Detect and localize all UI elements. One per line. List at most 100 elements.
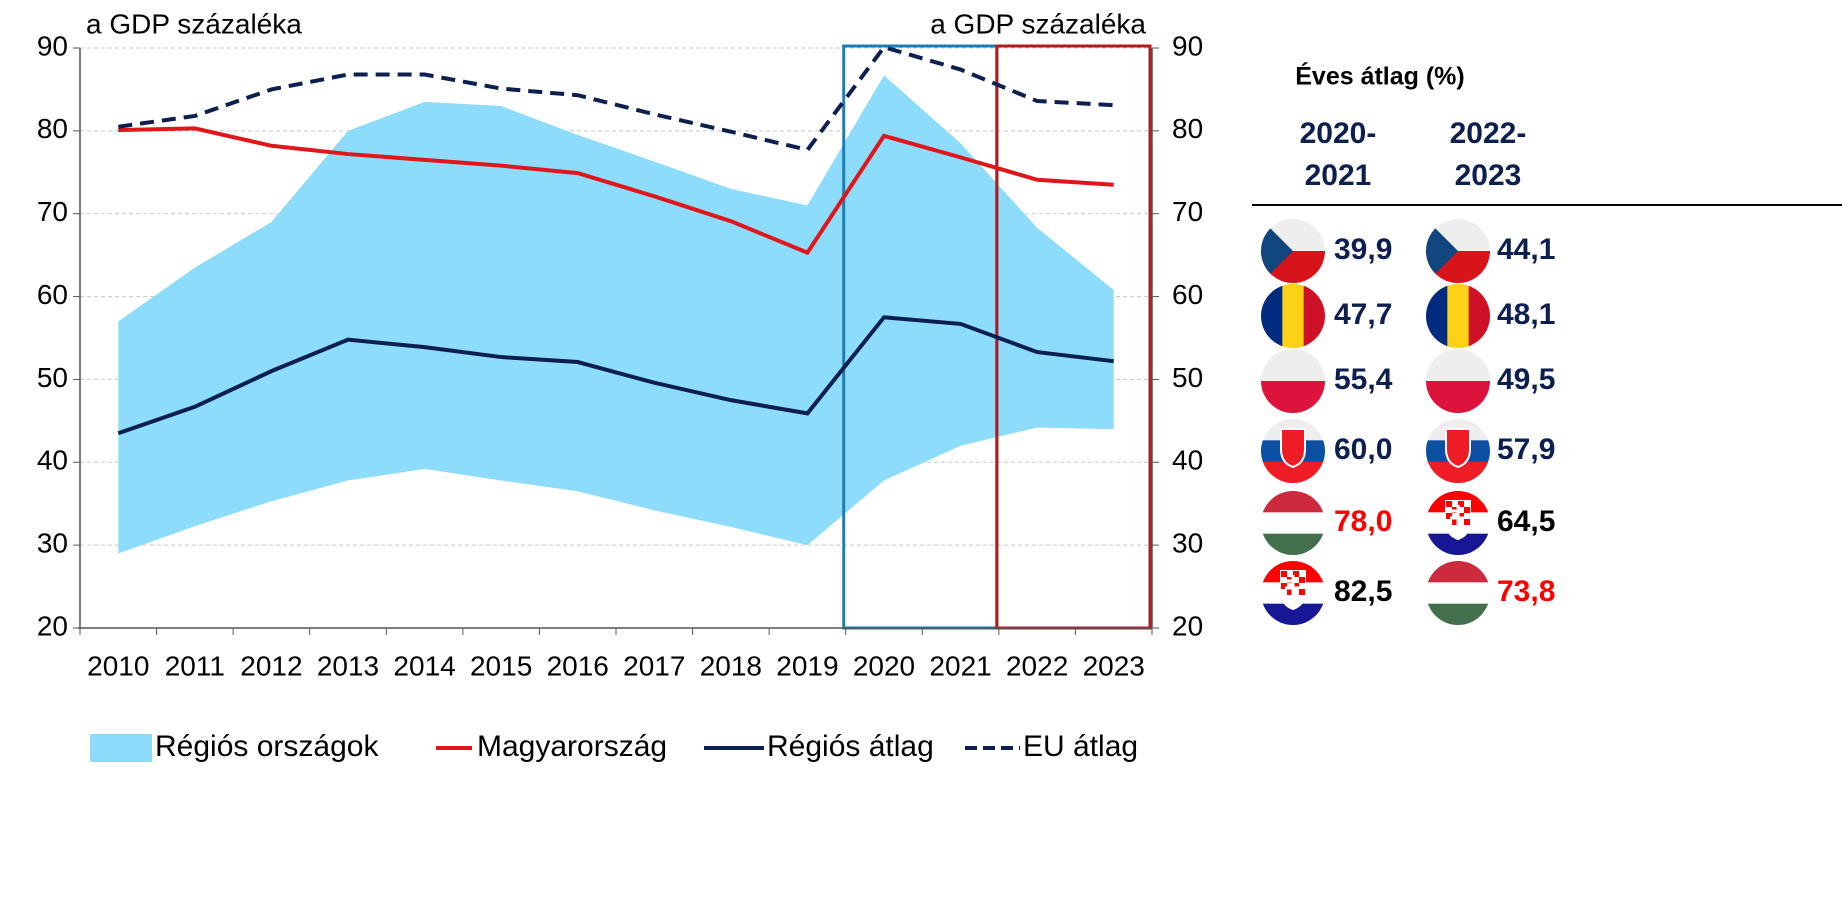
flag <box>1426 219 1490 283</box>
x-tick-label: 2014 <box>393 650 455 681</box>
y-tick-label: 30 <box>37 528 68 559</box>
table-value: 73,8 <box>1497 575 1555 608</box>
table-value: 64,5 <box>1497 505 1555 538</box>
legend-swatch <box>90 734 152 762</box>
stripe <box>1261 533 1325 555</box>
x-tick-label: 2017 <box>623 650 685 681</box>
check <box>1287 589 1293 595</box>
check <box>1299 589 1305 595</box>
triangle <box>1426 219 1458 283</box>
cross <box>1450 505 1466 533</box>
y2-tick-label: 60 <box>1172 279 1203 310</box>
stripe <box>1261 381 1325 413</box>
y-tick-label: 50 <box>37 362 68 393</box>
x-tick-label: 2020 <box>853 650 915 681</box>
stripe <box>1426 461 1490 483</box>
stripe <box>1426 533 1490 555</box>
stripe <box>1261 461 1325 483</box>
stripe <box>1261 491 1325 513</box>
y-tick-label: 80 <box>37 113 68 144</box>
stripe <box>1447 284 1470 348</box>
y2-tick-label: 50 <box>1172 362 1203 393</box>
x-tick-label: 2010 <box>87 650 149 681</box>
table-value: 60,0 <box>1334 433 1392 466</box>
stripe <box>1468 284 1490 348</box>
stripe <box>1426 561 1490 583</box>
flag <box>1261 284 1325 348</box>
table-value: 39,9 <box>1334 233 1392 266</box>
stripe <box>1261 349 1325 382</box>
legend-label: EU átlag <box>1023 730 1138 763</box>
y-tick-label: 20 <box>37 610 68 641</box>
table-value: 48,1 <box>1497 298 1555 331</box>
check <box>1299 577 1305 583</box>
stripe <box>1261 512 1325 535</box>
table-value: 55,4 <box>1334 363 1393 396</box>
check <box>1458 513 1464 519</box>
line <box>118 44 1114 153</box>
x-tick-label: 2016 <box>547 650 609 681</box>
y-tick-label: 70 <box>37 196 68 227</box>
table-value: 78,0 <box>1334 505 1392 538</box>
stripe <box>1426 349 1490 382</box>
line <box>118 126 1114 256</box>
x-tick-label: 2023 <box>1083 650 1145 681</box>
flag <box>1261 219 1325 283</box>
flag <box>1426 561 1490 625</box>
check <box>1446 513 1452 519</box>
y-tick-label: 60 <box>37 279 68 310</box>
legend-label: Régiós átlag <box>767 730 934 763</box>
shield <box>1280 428 1306 469</box>
flag <box>1426 419 1490 483</box>
x-tick-label: 2021 <box>929 650 991 681</box>
triangle <box>1261 219 1293 283</box>
check <box>1446 501 1452 507</box>
check <box>1281 571 1287 577</box>
stripe <box>1282 284 1305 348</box>
table-value: 47,7 <box>1334 298 1392 331</box>
y2-tick-label: 20 <box>1172 610 1203 641</box>
table-value: 49,5 <box>1497 363 1555 396</box>
check <box>1458 501 1464 507</box>
y-tick-label: 40 <box>37 445 68 476</box>
flag <box>1261 491 1325 555</box>
y2-axis-label: a GDP százaléka <box>930 8 1146 39</box>
stripe <box>1426 582 1490 605</box>
check <box>1452 519 1458 525</box>
y2-tick-label: 80 <box>1172 113 1203 144</box>
y2-tick-label: 90 <box>1172 30 1203 61</box>
y-axis-label: a GDP százaléka <box>86 8 302 39</box>
x-tick-label: 2018 <box>700 650 762 681</box>
x-tick-label: 2011 <box>165 650 225 681</box>
stripe <box>1261 284 1283 348</box>
x-tick-label: 2013 <box>317 650 379 681</box>
flag <box>1426 349 1490 413</box>
table-value: 82,5 <box>1334 575 1392 608</box>
flag <box>1261 561 1325 625</box>
column-header: 2020- <box>1300 117 1377 150</box>
line <box>117 315 1114 436</box>
y2-tick-label: 30 <box>1172 528 1203 559</box>
x-tick-label: 2015 <box>470 650 532 681</box>
range-area <box>118 75 1114 554</box>
shield <box>1445 428 1471 469</box>
stripe <box>1426 381 1490 413</box>
column-header: 2023 <box>1455 159 1522 192</box>
x-tick-label: 2019 <box>776 650 838 681</box>
check <box>1464 507 1470 513</box>
table-value: 44,1 <box>1497 233 1555 266</box>
check <box>1293 571 1299 577</box>
stripe <box>1426 284 1448 348</box>
stripe <box>1303 284 1325 348</box>
table-value: 57,9 <box>1497 433 1555 466</box>
legend-label: Magyarország <box>477 730 667 763</box>
y-tick-label: 90 <box>37 30 68 61</box>
column-header: 2021 <box>1305 159 1372 192</box>
check <box>1293 583 1299 589</box>
column-header: 2022- <box>1450 117 1527 150</box>
y2-tick-label: 40 <box>1172 445 1203 476</box>
table-title: Éves átlag (%) <box>1295 62 1465 91</box>
x-tick-label: 2022 <box>1006 650 1068 681</box>
legend-label: Régiós országok <box>155 730 379 763</box>
